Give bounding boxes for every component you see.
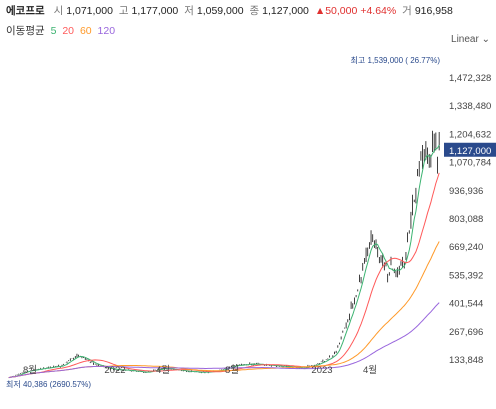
y-tick-label: 1,070,784 — [449, 158, 491, 169]
ma-120-line — [8, 302, 440, 379]
moving-average-lines — [8, 144, 440, 379]
stock-name: 에코프로 — [6, 5, 45, 17]
ma-120[interactable]: 120 — [97, 25, 116, 37]
low-label: 저 — [184, 5, 194, 17]
current-price-label: 1,127,000 — [449, 146, 491, 157]
x-tick-label: 2022 — [104, 365, 125, 376]
y-tick-label: 669,240 — [449, 242, 483, 253]
ma-60-line — [8, 241, 440, 379]
high-value: 1,177,000 — [131, 5, 179, 17]
y-tick-label: 936,936 — [449, 186, 483, 197]
chevron-down-icon: ⌄ — [481, 34, 490, 45]
x-axis: 8월 2022 4월 8월 2023 4월 — [23, 364, 377, 376]
y-tick-label: 803,088 — [449, 214, 483, 225]
x-tick-label: 8월 — [225, 364, 239, 376]
y-tick-label: 267,696 — [449, 327, 483, 338]
y-tick-label: 1,338,480 — [449, 101, 491, 112]
volume-value: 916,958 — [414, 5, 453, 17]
min-price-annotation: 최저 40,386 (2690.57%) — [6, 379, 91, 389]
ma-label: 이동평균 — [6, 25, 45, 37]
y-axis: 1,472,328 1,338,480 1,204,632 1,070,784 936,… — [444, 73, 496, 366]
scale-toggle-label: Linear — [451, 34, 479, 45]
ma-20[interactable]: 20 — [62, 25, 75, 37]
y-tick-label: 535,392 — [449, 270, 483, 281]
close-value: 1,127,000 — [262, 5, 309, 17]
x-tick-label: 8월 — [23, 364, 37, 376]
low-value: 1,059,000 — [196, 5, 244, 17]
ma-20-line — [8, 172, 440, 379]
ma-60[interactable]: 60 — [79, 25, 92, 37]
close-label: 종 — [249, 5, 260, 17]
current-price-tag — [444, 142, 496, 157]
change-value: ▲50,000 — [314, 5, 358, 17]
volume-label: 거 — [402, 5, 412, 17]
candlesticks — [8, 130, 440, 378]
scale-toggle[interactable]: Linear ⌄ — [451, 34, 490, 45]
moving-average-legend: 이동평균 5 20 60 120 — [6, 23, 118, 38]
y-tick-label: 1,472,328 — [449, 73, 491, 84]
open-value: 1,071,000 — [66, 5, 113, 17]
x-tick-label: 4월 — [363, 364, 377, 376]
ma-5[interactable]: 5 — [50, 25, 57, 37]
y-tick-label: 401,544 — [449, 299, 483, 310]
annotations: 최고 1,539,000 ( 26.77%) 최저 40,386 (2690.57… — [6, 55, 440, 389]
max-price-annotation: 최고 1,539,000 ( 26.77%) — [351, 55, 441, 65]
x-tick-label: 4월 — [156, 364, 170, 376]
y-tick-label: 1,204,632 — [449, 129, 491, 140]
y-tick-label: 133,848 — [449, 355, 483, 366]
ma-5-line — [8, 144, 440, 379]
x-tick-label: 2023 — [311, 365, 332, 376]
open-label: 시 — [53, 5, 64, 17]
high-label: 고 — [118, 5, 129, 17]
change-percent: +4.64% — [360, 5, 397, 17]
